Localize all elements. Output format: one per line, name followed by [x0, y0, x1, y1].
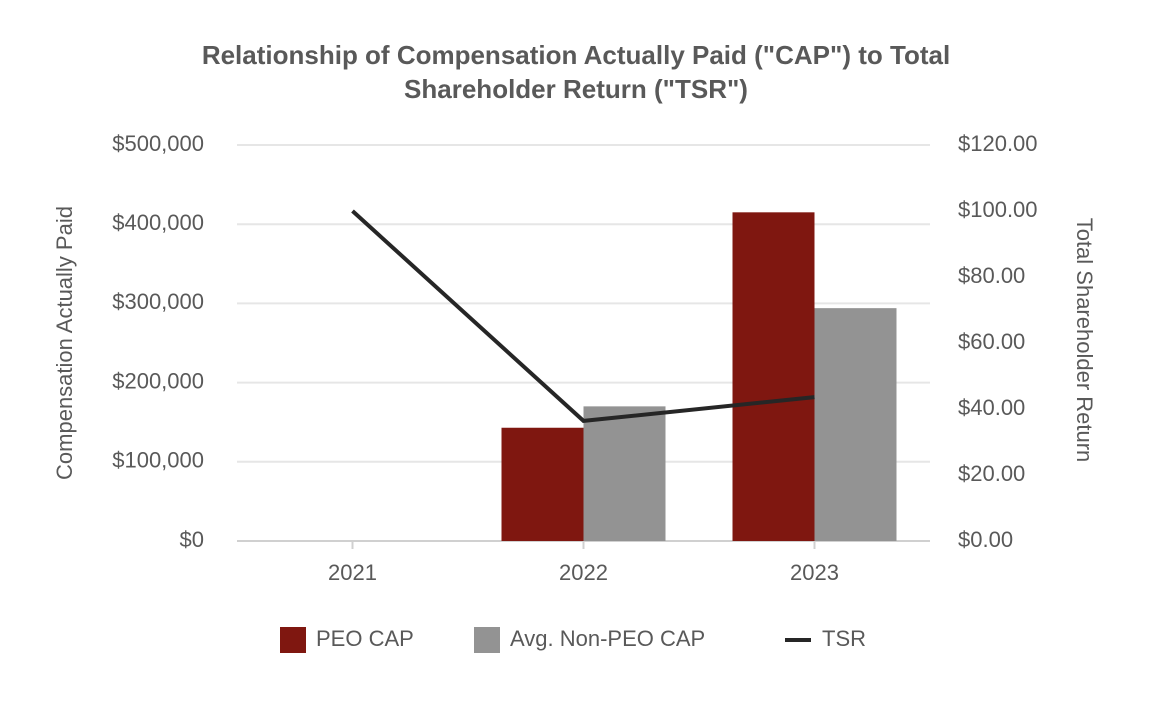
y2-tick-label: $100.00 — [958, 197, 1038, 222]
bar — [732, 212, 815, 541]
legend-swatch — [474, 627, 500, 653]
y-tick-label: $100,000 — [112, 448, 204, 473]
legend-label: PEO CAP — [316, 626, 414, 651]
y2-tick-label: $20.00 — [958, 461, 1025, 486]
legend-label: Avg. Non-PEO CAP — [510, 626, 705, 651]
bar — [501, 427, 584, 541]
y-tick-label: $0 — [180, 527, 204, 552]
y2-axis-label: Total Shareholder Return — [1072, 218, 1097, 463]
bar — [583, 406, 666, 541]
y2-tick-label: $80.00 — [958, 263, 1025, 288]
y2-tick-label: $120.00 — [958, 131, 1038, 156]
chart-title: Relationship of Compensation Actually Pa… — [201, 40, 951, 104]
y2-tick-label: $0.00 — [958, 527, 1013, 552]
x-tick-label: 2021 — [328, 560, 377, 585]
y-tick-label: $200,000 — [112, 368, 204, 393]
y2-tick-label: $40.00 — [958, 395, 1025, 420]
x-tick-label: 2023 — [790, 560, 839, 585]
x-tick-label: 2022 — [559, 560, 608, 585]
y-axis-label: Compensation Actually Paid — [52, 206, 77, 480]
legend-label: TSR — [822, 626, 866, 651]
bar — [814, 308, 897, 541]
y2-tick-label: $60.00 — [958, 329, 1025, 354]
legend-swatch — [280, 627, 306, 653]
line — [351, 209, 815, 423]
y-tick-label: $500,000 — [112, 131, 204, 156]
y-tick-label: $400,000 — [112, 210, 204, 235]
y-tick-label: $300,000 — [112, 289, 204, 314]
